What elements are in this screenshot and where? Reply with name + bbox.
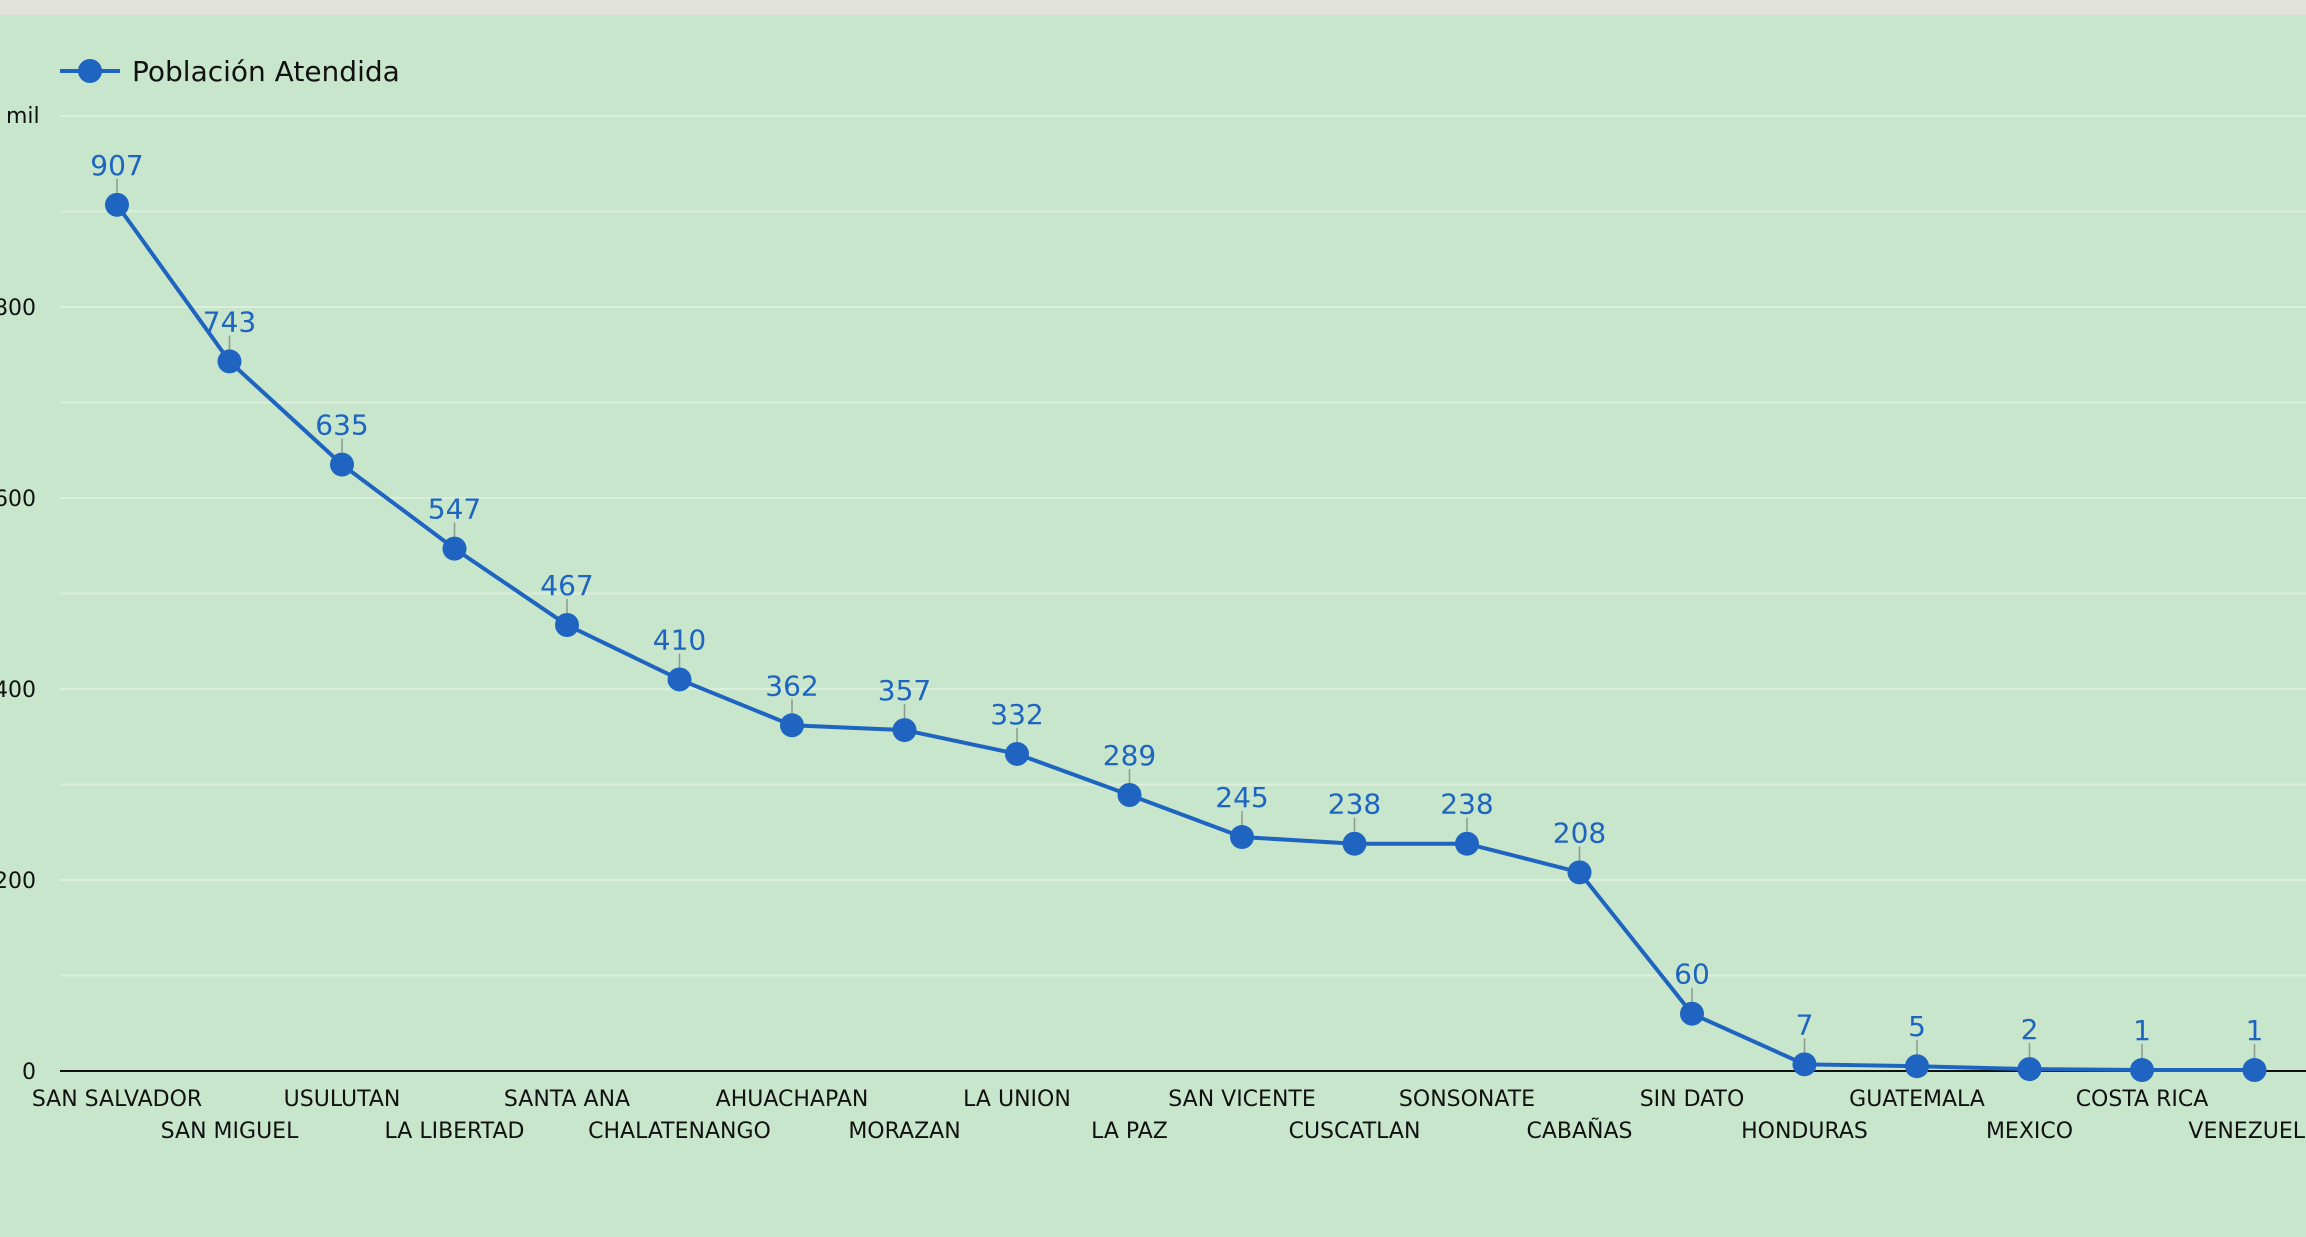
window-top-bar <box>0 0 2306 15</box>
data-label: 2 <box>2021 1013 2039 1046</box>
y-tick-label: 0 <box>22 1060 36 1085</box>
series-line <box>115 203 2255 1073</box>
data-point[interactable] <box>1117 783 1142 808</box>
x-tick-label: COSTA RICA <box>2076 1087 2209 1112</box>
x-tick-label: SIN DATO <box>1640 1087 1745 1112</box>
data-point[interactable] <box>1792 1052 1817 1077</box>
data-label: 467 <box>540 569 593 602</box>
x-tick-label: SAN SALVADOR <box>32 1087 202 1112</box>
x-tick-label: CHALATENANGO <box>588 1119 771 1144</box>
legend[interactable]: Población Atendida <box>60 55 400 88</box>
data-point[interactable] <box>1680 1001 1704 1026</box>
data-label: 907 <box>90 149 143 182</box>
x-tick-label: LA PAZ <box>1091 1119 1168 1144</box>
x-tick-label: LA LIBERTAD <box>385 1119 525 1144</box>
x-tick-label: SONSONATE <box>1399 1087 1535 1112</box>
x-tick-label: CUSCATLAN <box>1289 1119 1421 1144</box>
data-point[interactable] <box>105 192 129 217</box>
data-point[interactable] <box>217 349 242 374</box>
x-tick-label: SAN MIGUEL <box>161 1119 299 1144</box>
data-label: 60 <box>1674 958 1710 991</box>
data-label: 635 <box>315 409 368 442</box>
data-label: 5 <box>1908 1010 1926 1043</box>
data-point[interactable] <box>1005 741 1029 766</box>
x-tick-label: MORAZAN <box>848 1119 960 1144</box>
x-tick-label: AHUACHAPAN <box>716 1087 869 1112</box>
x-tick-label: MEXICO <box>1986 1119 2073 1144</box>
data-label: 7 <box>1796 1008 1814 1041</box>
data-point[interactable] <box>555 613 579 638</box>
data-label: 410 <box>653 623 706 656</box>
x-tick-label: VENEZUELA <box>2188 1119 2306 1144</box>
x-tick-label: SANTA ANA <box>504 1087 630 1112</box>
data-label: 362 <box>765 669 818 702</box>
gridlines <box>60 115 2306 977</box>
data-label: 208 <box>1553 816 1606 849</box>
x-tick-label: USULUTAN <box>284 1087 401 1112</box>
data-point[interactable] <box>2242 1058 2267 1083</box>
x-tick-label: GUATEMALA <box>1849 1087 1985 1112</box>
data-point[interactable] <box>780 713 804 738</box>
data-label: 743 <box>203 305 256 338</box>
data-point[interactable] <box>442 536 467 561</box>
x-tick-label: CABAÑAS <box>1526 1117 1632 1144</box>
data-label: 238 <box>1440 788 1493 821</box>
data-label: 1 <box>2246 1014 2264 1047</box>
data-label: 245 <box>1215 781 1268 814</box>
data-point[interactable] <box>330 452 354 477</box>
data-label: 332 <box>990 698 1043 731</box>
series-population: 907 743 635 547 467 410 362 357 332 289 245 238 238 2… <box>90 149 2267 1083</box>
x-tick-label: HONDURAS <box>1741 1119 1868 1144</box>
data-point[interactable] <box>1230 825 1254 850</box>
y-tick-label: 600 <box>0 487 36 512</box>
legend-marker-icon <box>78 59 102 83</box>
x-tick-label: LA UNION <box>963 1087 1071 1112</box>
data-point[interactable] <box>1567 860 1592 885</box>
data-point[interactable] <box>1905 1054 1929 1079</box>
data-label: 1 <box>2133 1014 2151 1047</box>
legend-label: Población Atendida <box>132 55 400 88</box>
x-tick-label: SAN VICENTE <box>1168 1087 1315 1112</box>
y-axis-unit-label: mil <box>6 104 40 129</box>
data-point[interactable] <box>667 667 692 692</box>
data-point[interactable] <box>1342 831 1367 856</box>
data-point[interactable] <box>2017 1057 2042 1082</box>
data-point[interactable] <box>892 718 917 743</box>
x-axis-category-labels: SAN SALVADOR SAN MIGUEL USULUTAN LA LIBERTA… <box>32 1087 2306 1144</box>
y-tick-label: 400 <box>0 678 36 703</box>
data-point[interactable] <box>1455 831 1479 856</box>
y-axis-ticks: 0 200 400 600 800 <box>0 296 36 1085</box>
y-tick-label: 200 <box>0 869 36 894</box>
y-tick-label: 800 <box>0 296 36 321</box>
data-label: 289 <box>1103 739 1156 772</box>
data-point[interactable] <box>2130 1058 2154 1083</box>
data-label: 357 <box>878 674 931 707</box>
data-label: 547 <box>428 493 481 526</box>
data-label: 238 <box>1328 788 1381 821</box>
